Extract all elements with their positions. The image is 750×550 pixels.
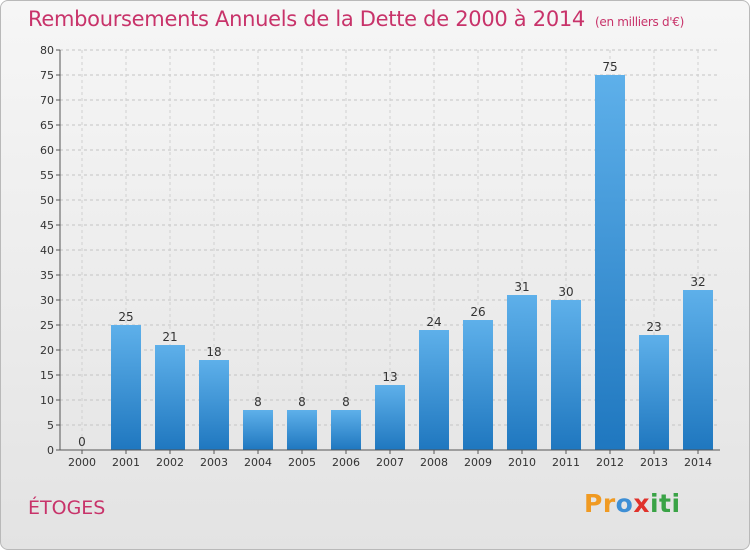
x-tick-label: 2012 xyxy=(596,456,624,469)
y-tick-label: 70 xyxy=(40,94,54,107)
x-tick-label: 2010 xyxy=(508,456,536,469)
y-tick-label: 5 xyxy=(47,419,54,432)
bar-2002 xyxy=(155,345,185,450)
bar-value-label: 21 xyxy=(162,330,177,344)
logo-part-3: x xyxy=(633,489,650,518)
y-tick-label: 15 xyxy=(40,369,54,382)
y-tick-label: 30 xyxy=(40,294,54,307)
y-tick-label: 50 xyxy=(40,194,54,207)
bar-value-label: 26 xyxy=(470,305,485,319)
proxiti-logo: Proxiti xyxy=(584,489,681,518)
y-tick-label: 75 xyxy=(40,69,54,82)
logo-part-4: iti xyxy=(649,489,681,518)
y-tick-label: 40 xyxy=(40,244,54,257)
bar-2013 xyxy=(639,335,669,450)
x-tick-label: 2009 xyxy=(464,456,492,469)
bar-value-label: 30 xyxy=(558,285,573,299)
y-tick-label: 60 xyxy=(40,144,54,157)
chart-title: Remboursements Annuels de la Dette de 20… xyxy=(28,7,684,31)
bar-value-label: 23 xyxy=(646,320,661,334)
bar-value-label: 13 xyxy=(382,370,397,384)
x-tick-label: 2008 xyxy=(420,456,448,469)
bar-2005 xyxy=(287,410,317,450)
bar-value-label: 8 xyxy=(298,395,306,409)
y-tick-label: 25 xyxy=(40,319,54,332)
y-tick-label: 0 xyxy=(47,444,54,457)
bar-2010 xyxy=(507,295,537,450)
bar-2001 xyxy=(111,325,141,450)
x-tick-label: 2001 xyxy=(112,456,140,469)
bar-2009 xyxy=(463,320,493,450)
logo-part-1: Pr xyxy=(584,489,616,518)
bar-2007 xyxy=(375,385,405,450)
x-tick-label: 2006 xyxy=(332,456,360,469)
bar-value-label: 0 xyxy=(78,435,86,449)
y-tick-label: 35 xyxy=(40,269,54,282)
y-tick-label: 10 xyxy=(40,394,54,407)
bar-value-label: 18 xyxy=(206,345,221,359)
y-tick-label: 45 xyxy=(40,219,54,232)
y-tick-label: 65 xyxy=(40,119,54,132)
x-tick-label: 2007 xyxy=(376,456,404,469)
bar-2012 xyxy=(595,75,625,450)
y-tick-label: 20 xyxy=(40,344,54,357)
x-tick-label: 2004 xyxy=(244,456,272,469)
chart-subtitle: (en milliers d'€) xyxy=(595,15,685,29)
bar-2006 xyxy=(331,410,361,450)
bar-value-label: 32 xyxy=(690,275,705,289)
x-tick-label: 2014 xyxy=(684,456,712,469)
bar-2003 xyxy=(199,360,229,450)
bar-2008 xyxy=(419,330,449,450)
bar-value-label: 25 xyxy=(118,310,133,324)
x-tick-label: 2000 xyxy=(68,456,96,469)
bar-value-label: 75 xyxy=(602,60,617,74)
x-tick-label: 2011 xyxy=(552,456,580,469)
x-tick-label: 2003 xyxy=(200,456,228,469)
bar-value-label: 24 xyxy=(426,315,441,329)
y-tick-label: 55 xyxy=(40,169,54,182)
x-tick-label: 2005 xyxy=(288,456,316,469)
y-tick-label: 80 xyxy=(40,44,54,57)
bars: 0 25 21 18 8 8 8 13 24 26 31 30 75 23 32 xyxy=(78,60,713,450)
chart-title-text: Remboursements Annuels de la Dette de 20… xyxy=(28,7,585,31)
bar-value-label: 8 xyxy=(254,395,262,409)
bar-2011 xyxy=(551,300,581,450)
x-tick-label: 2002 xyxy=(156,456,184,469)
x-tick-label: 2013 xyxy=(640,456,668,469)
logo-part-2: o xyxy=(615,489,634,518)
bar-value-label: 8 xyxy=(342,395,350,409)
place-name: ÉTOGES xyxy=(28,497,106,519)
bar-value-label: 31 xyxy=(514,280,529,294)
bar-2014 xyxy=(683,290,713,450)
bar-2004 xyxy=(243,410,273,450)
